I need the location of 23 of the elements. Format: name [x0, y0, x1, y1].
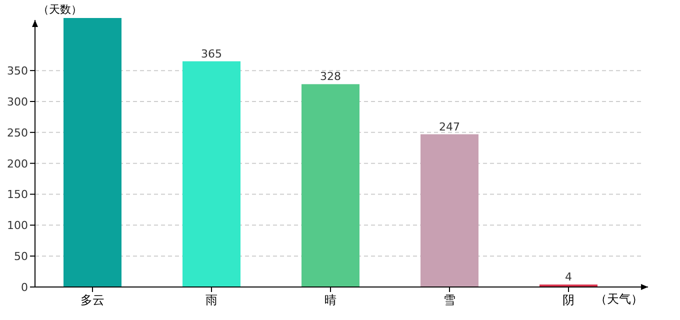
- y-tick-label: 50: [14, 250, 28, 264]
- y-tick-label: 300: [7, 95, 28, 108]
- data-label: 4: [565, 270, 572, 284]
- x-tick-label: 雪: [444, 293, 456, 307]
- x-tick-label: 晴: [324, 293, 336, 307]
- y-tick-label: 250: [7, 126, 28, 140]
- y-tick-label: 100: [7, 219, 28, 232]
- bar: [64, 18, 122, 287]
- y-tick-label: 0: [21, 281, 28, 294]
- y-axis-title: （天数）: [38, 3, 82, 16]
- x-tick-label: 阴: [562, 293, 574, 307]
- x-tick-label: 雨: [206, 293, 218, 307]
- x-tick-label: 多云: [80, 293, 104, 307]
- data-label: 247: [439, 120, 460, 134]
- y-tick-label: 200: [7, 157, 28, 170]
- data-label: 328: [320, 70, 341, 84]
- y-tick-label: 350: [7, 64, 28, 78]
- x-axis-title: （天气）: [595, 292, 643, 306]
- bar: [420, 134, 478, 287]
- y-tick-label: 150: [7, 188, 28, 202]
- bar: [302, 84, 360, 287]
- data-label: 365: [201, 47, 222, 60]
- bar: [182, 61, 240, 287]
